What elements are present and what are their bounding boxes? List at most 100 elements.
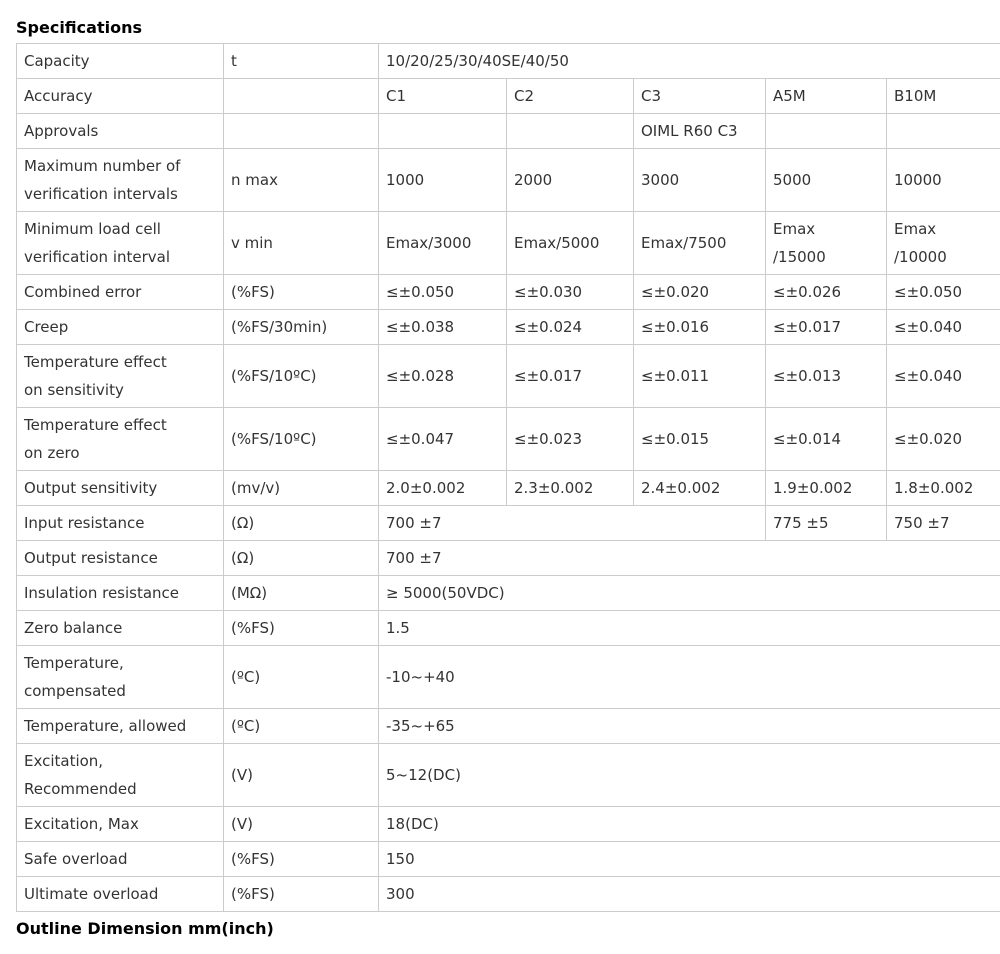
spec-unit: (%FS/30min) <box>224 310 379 345</box>
spec-value: C1 <box>379 79 507 114</box>
spec-value: ≤±0.017 <box>507 345 634 408</box>
spec-value: 750 ±7 <box>887 506 1000 541</box>
spec-value: 2.0±0.002 <box>379 471 507 506</box>
row-temp-effect-sensitivity: Temperature effect on sensitivity (%FS/1… <box>17 345 1000 408</box>
spec-value: 3000 <box>634 149 766 212</box>
spec-value: 150 <box>379 842 1000 877</box>
spec-value: 5000 <box>766 149 887 212</box>
spec-value: ≤±0.040 <box>887 310 1000 345</box>
spec-label: Safe overload <box>17 842 224 877</box>
spec-value: ≤±0.020 <box>887 408 1000 471</box>
spec-unit: (%FS) <box>224 275 379 310</box>
spec-value: 1.8±0.002 <box>887 471 1000 506</box>
row-zero-balance: Zero balance (%FS) 1.5 <box>17 611 1000 646</box>
spec-value: ≤±0.023 <box>507 408 634 471</box>
row-input-resistance: Input resistance (Ω) 700 ±7 775 ±5 750 ±… <box>17 506 1000 541</box>
spec-unit: t <box>224 44 379 79</box>
spec-unit: n max <box>224 149 379 212</box>
spec-label: Creep <box>17 310 224 345</box>
spec-value: 775 ±5 <box>766 506 887 541</box>
spec-value: ≤±0.047 <box>379 408 507 471</box>
spec-unit: (%FS/10ºC) <box>224 345 379 408</box>
row-output-resistance: Output resistance (Ω) 700 ±7 <box>17 541 1000 576</box>
row-insulation-resistance: Insulation resistance (MΩ) ≥ 5000(50VDC) <box>17 576 1000 611</box>
spec-value: C3 <box>634 79 766 114</box>
spec-value: 10/20/25/30/40SE/40/50 <box>379 44 1000 79</box>
spec-value: ≤±0.050 <box>887 275 1000 310</box>
row-creep: Creep (%FS/30min) ≤±0.038 ≤±0.024 ≤±0.01… <box>17 310 1000 345</box>
row-temp-effect-zero: Temperature effect on zero (%FS/10ºC) ≤±… <box>17 408 1000 471</box>
row-excitation-recommended: Excitation, Recommended (V) 5~12(DC) <box>17 744 1000 807</box>
spec-value: ≤±0.014 <box>766 408 887 471</box>
spec-value: 2000 <box>507 149 634 212</box>
row-output-sensitivity: Output sensitivity (mv/v) 2.0±0.002 2.3±… <box>17 471 1000 506</box>
spec-label: Input resistance <box>17 506 224 541</box>
spec-value: ≤±0.028 <box>379 345 507 408</box>
row-approvals: Approvals OIML R60 C3 <box>17 114 1000 149</box>
spec-value: -35~+65 <box>379 709 1000 744</box>
spec-unit: (%FS) <box>224 611 379 646</box>
spec-value: ≤±0.017 <box>766 310 887 345</box>
spec-value: 700 ±7 <box>379 506 766 541</box>
spec-label: Maximum number of verification intervals <box>17 149 224 212</box>
spec-value: Emax /10000 <box>887 212 1000 275</box>
spec-label: Output resistance <box>17 541 224 576</box>
spec-value: ≤±0.038 <box>379 310 507 345</box>
row-combined-error: Combined error (%FS) ≤±0.050 ≤±0.030 ≤±0… <box>17 275 1000 310</box>
spec-value: 2.4±0.002 <box>634 471 766 506</box>
spec-value: B10M <box>887 79 1000 114</box>
spec-value: C2 <box>507 79 634 114</box>
row-max-verification-intervals: Maximum number of verification intervals… <box>17 149 1000 212</box>
spec-value: Emax/7500 <box>634 212 766 275</box>
spec-value: Emax /15000 <box>766 212 887 275</box>
spec-value <box>379 114 507 149</box>
page-title: Specifications <box>16 18 984 37</box>
spec-value: 1000 <box>379 149 507 212</box>
spec-unit <box>224 114 379 149</box>
spec-unit: (Ω) <box>224 541 379 576</box>
spec-unit: (ºC) <box>224 709 379 744</box>
spec-value: A5M <box>766 79 887 114</box>
spec-label: Combined error <box>17 275 224 310</box>
spec-label: Temperature, allowed <box>17 709 224 744</box>
spec-unit: (mv/v) <box>224 471 379 506</box>
spec-value: ≤±0.024 <box>507 310 634 345</box>
spec-value: 2.3±0.002 <box>507 471 634 506</box>
spec-value <box>766 114 887 149</box>
row-capacity: Capacity t 10/20/25/30/40SE/40/50 <box>17 44 1000 79</box>
spec-label: Excitation, Recommended <box>17 744 224 807</box>
spec-label: Capacity <box>17 44 224 79</box>
row-safe-overload: Safe overload (%FS) 150 <box>17 842 1000 877</box>
spec-unit: v min <box>224 212 379 275</box>
spec-value: 18(DC) <box>379 807 1000 842</box>
spec-value <box>887 114 1000 149</box>
specifications-table: Capacity t 10/20/25/30/40SE/40/50 Accura… <box>16 43 1000 912</box>
row-temp-allowed: Temperature, allowed (ºC) -35~+65 <box>17 709 1000 744</box>
spec-label: Temperature effect on sensitivity <box>17 345 224 408</box>
spec-unit: (ºC) <box>224 646 379 709</box>
row-temp-compensated: Temperature, compensated (ºC) -10~+40 <box>17 646 1000 709</box>
spec-unit <box>224 79 379 114</box>
spec-value: ≤±0.030 <box>507 275 634 310</box>
row-excitation-max: Excitation, Max (V) 18(DC) <box>17 807 1000 842</box>
spec-value: ≤±0.020 <box>634 275 766 310</box>
spec-label: Accuracy <box>17 79 224 114</box>
spec-unit: (%FS) <box>224 842 379 877</box>
spec-value: ≤±0.026 <box>766 275 887 310</box>
spec-value: 1.5 <box>379 611 1000 646</box>
spec-unit: (%FS/10ºC) <box>224 408 379 471</box>
spec-label: Ultimate overload <box>17 877 224 912</box>
row-ultimate-overload: Ultimate overload (%FS) 300 <box>17 877 1000 912</box>
spec-value: ≤±0.050 <box>379 275 507 310</box>
spec-label: Temperature, compensated <box>17 646 224 709</box>
spec-unit: (MΩ) <box>224 576 379 611</box>
spec-value: 700 ±7 <box>379 541 1000 576</box>
spec-label: Excitation, Max <box>17 807 224 842</box>
spec-value: ≤±0.016 <box>634 310 766 345</box>
spec-label: Minimum load cell verification interval <box>17 212 224 275</box>
spec-value <box>507 114 634 149</box>
spec-value: ≤±0.013 <box>766 345 887 408</box>
row-min-verification-interval: Minimum load cell verification interval … <box>17 212 1000 275</box>
spec-value: ≥ 5000(50VDC) <box>379 576 1000 611</box>
spec-label: Insulation resistance <box>17 576 224 611</box>
